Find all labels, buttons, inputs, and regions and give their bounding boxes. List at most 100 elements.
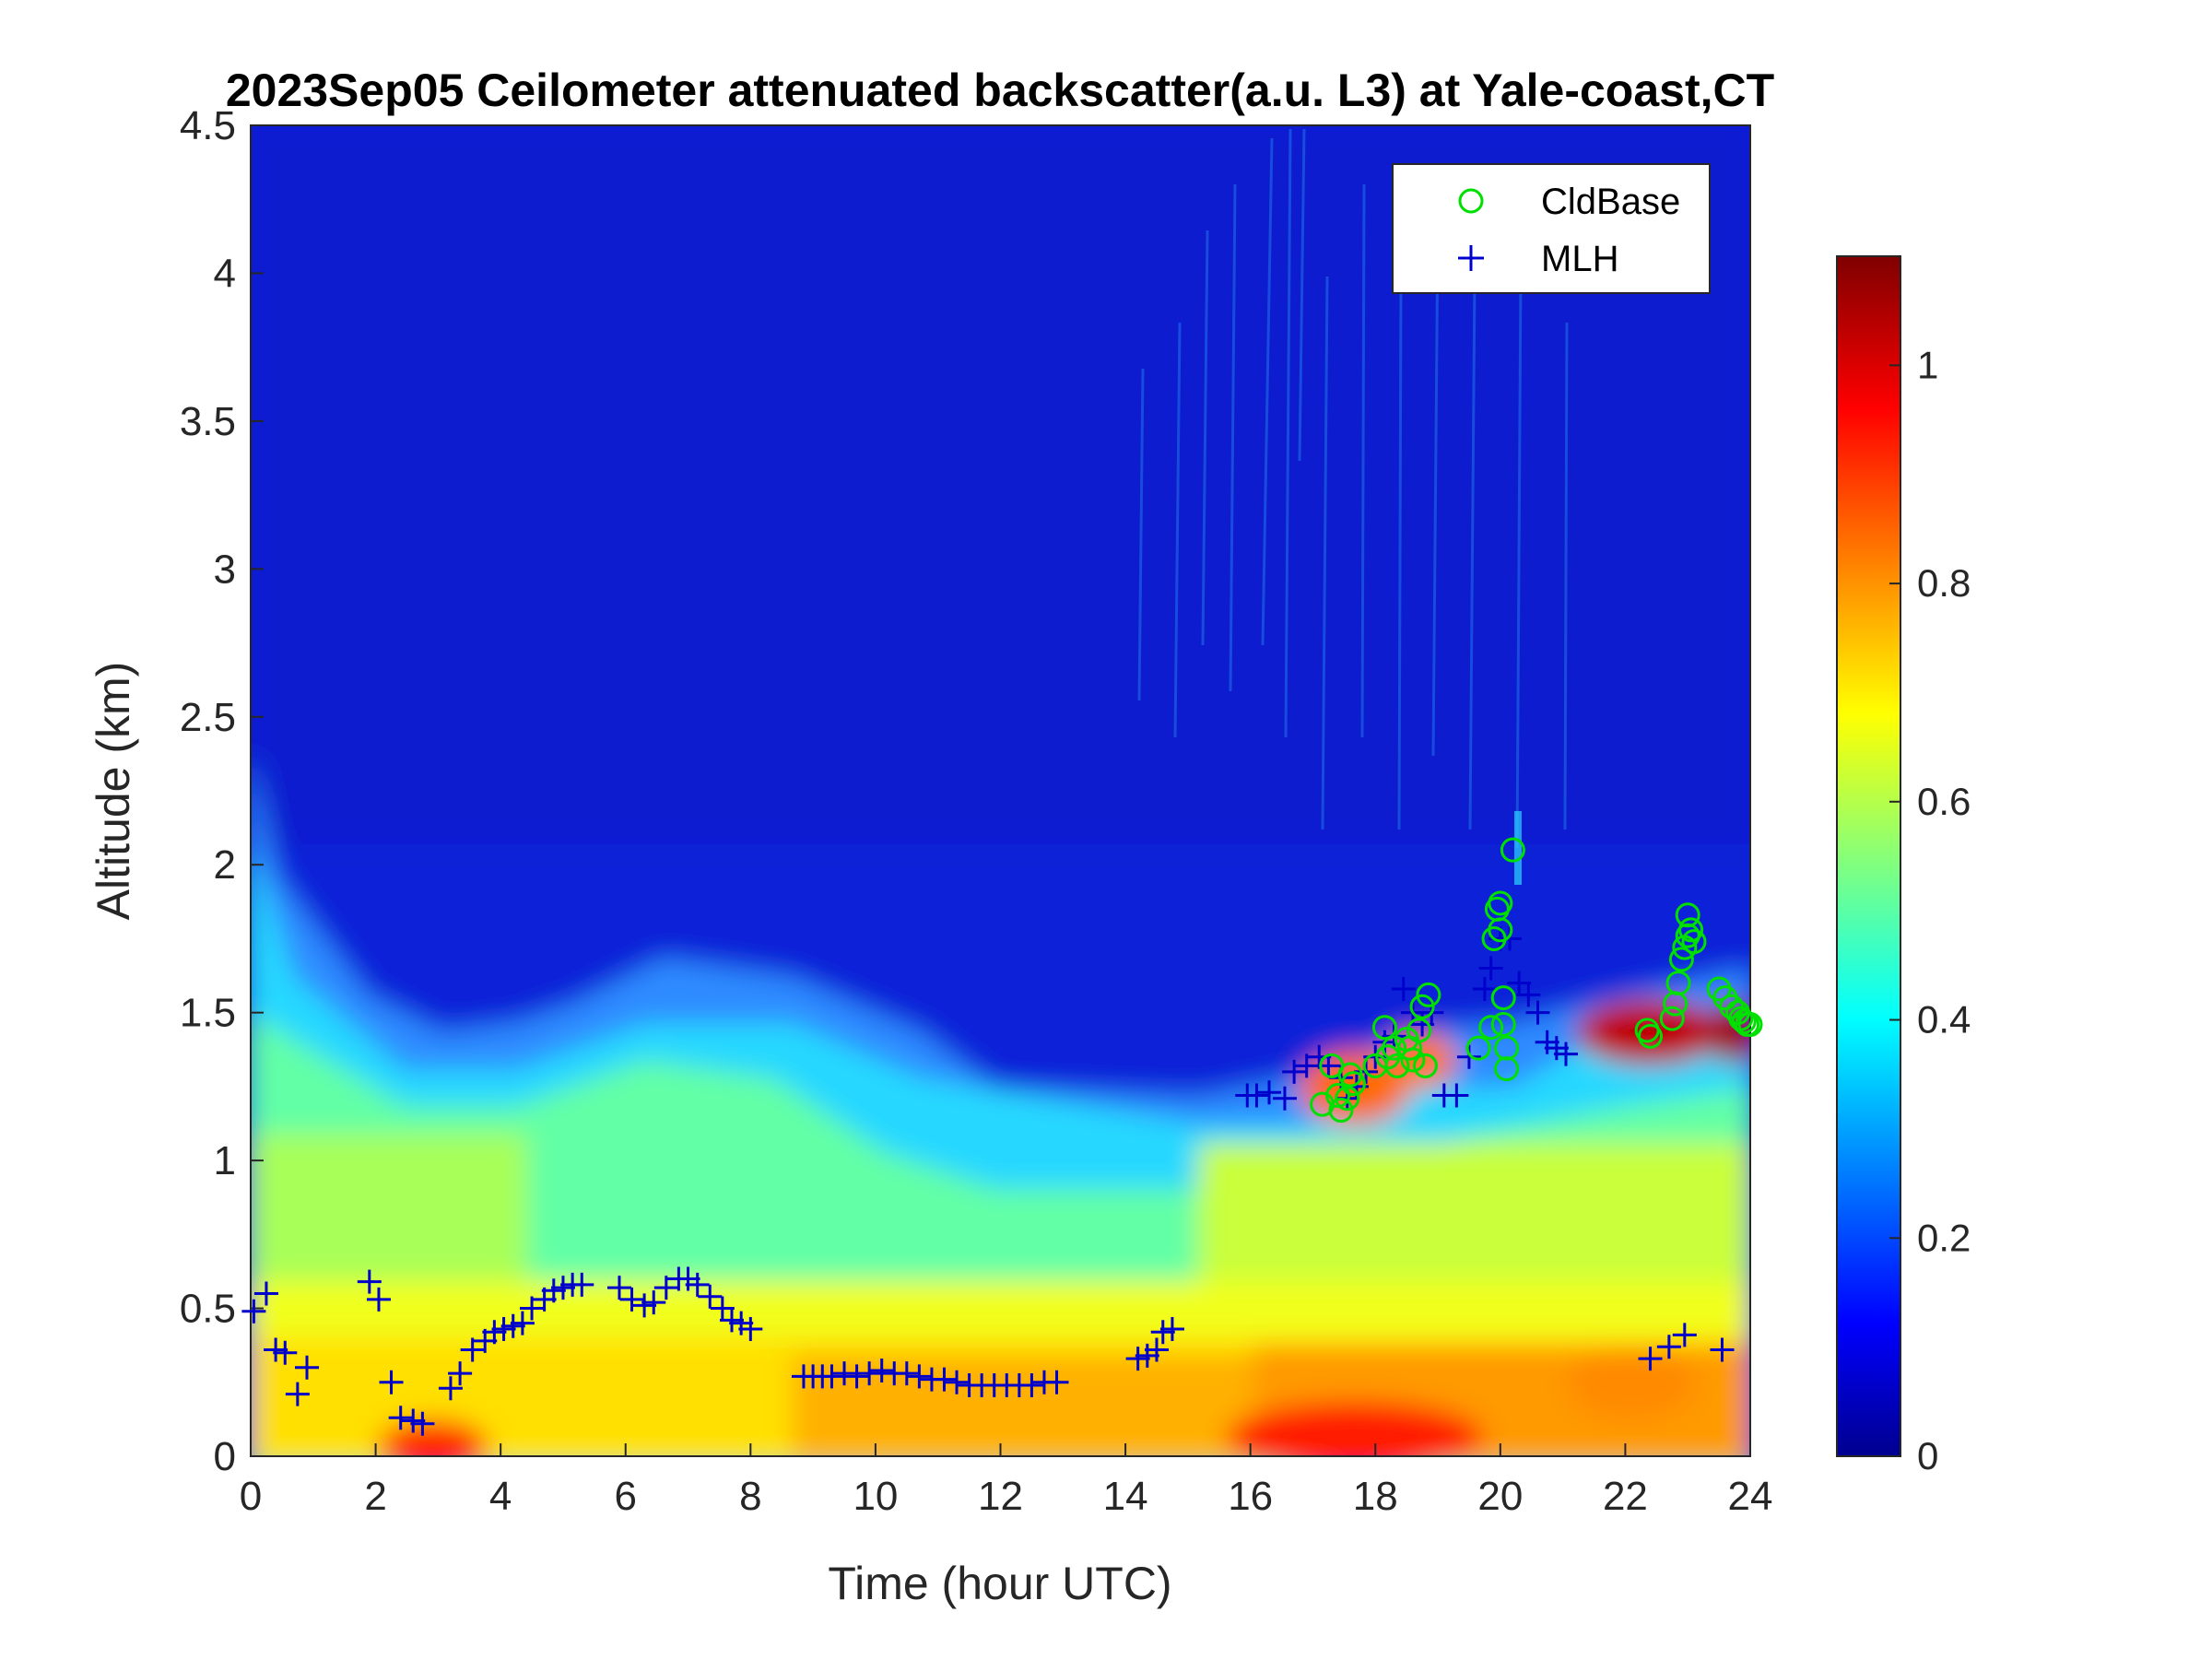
mlh-point bbox=[1638, 1347, 1663, 1371]
x-tick-label: 10 bbox=[853, 1474, 898, 1519]
mlh-point bbox=[1125, 1347, 1150, 1371]
mlh-point bbox=[570, 1272, 594, 1297]
mlh-point bbox=[641, 1290, 666, 1315]
mlh-point bbox=[685, 1272, 710, 1297]
mlh-point bbox=[264, 1337, 288, 1362]
cldbase-point bbox=[1638, 1023, 1664, 1049]
mlh-point bbox=[676, 1266, 700, 1291]
mlh-point bbox=[460, 1337, 485, 1362]
cldbase-point bbox=[1341, 1071, 1367, 1097]
cldbase-point bbox=[1737, 1012, 1763, 1038]
legend-mlh-label: MLH bbox=[1541, 239, 1618, 279]
mlh-series bbox=[241, 926, 1735, 1436]
y-tick-label: 2 bbox=[214, 842, 236, 888]
mlh-point bbox=[1516, 982, 1541, 1007]
mlh-point bbox=[945, 1370, 970, 1394]
mlh-point bbox=[550, 1276, 575, 1300]
x-tick-label: 18 bbox=[1353, 1474, 1398, 1519]
mlh-point bbox=[510, 1311, 535, 1335]
mlh-point bbox=[1150, 1320, 1175, 1345]
x-axis: 0 2 4 6 8 10 12 14 16 18 20 22 24 bbox=[240, 1443, 1773, 1519]
y-tick-label: 4.5 bbox=[180, 103, 236, 148]
mlh-point bbox=[1135, 1343, 1159, 1368]
y-tick-label: 3 bbox=[214, 547, 236, 592]
colorbar bbox=[1836, 255, 1901, 1457]
legend: CldBase MLH bbox=[1392, 163, 1711, 294]
x-tick-label: 0 bbox=[240, 1474, 262, 1519]
y-tick-label: 0 bbox=[214, 1434, 236, 1479]
x-tick-label: 12 bbox=[978, 1474, 1023, 1519]
mlh-point bbox=[653, 1276, 678, 1300]
mlh-point bbox=[366, 1287, 391, 1312]
cldbase-point bbox=[1406, 1018, 1432, 1043]
cldbase-point bbox=[1478, 1015, 1504, 1041]
colorbar-tick-label: 0.2 bbox=[1917, 1216, 1971, 1259]
mlh-point bbox=[1710, 1337, 1735, 1362]
mlh-point bbox=[285, 1382, 310, 1406]
cldbase-point bbox=[1681, 929, 1707, 955]
cldbase-point bbox=[1384, 1053, 1410, 1078]
cldbase-point bbox=[1494, 1035, 1520, 1061]
mlh-point bbox=[606, 1276, 631, 1300]
cldbase-point bbox=[1494, 1056, 1520, 1082]
mlh-point bbox=[1444, 1083, 1469, 1108]
mlh-point bbox=[388, 1406, 413, 1430]
cldbase-point bbox=[1659, 1006, 1685, 1031]
mlh-point bbox=[401, 1408, 426, 1433]
cldbase-point bbox=[1675, 902, 1700, 928]
mlh-point bbox=[491, 1317, 516, 1342]
mlh-point bbox=[1257, 1080, 1281, 1105]
mlh-point bbox=[379, 1370, 404, 1394]
cldbase-point bbox=[1371, 1015, 1397, 1041]
cldbase-series bbox=[1310, 837, 1763, 1124]
mlh-point bbox=[1472, 977, 1497, 1001]
x-tick-label: 20 bbox=[1477, 1474, 1523, 1519]
mlh-point bbox=[500, 1313, 525, 1338]
mlh-point bbox=[438, 1376, 463, 1401]
colorbar-tick-label: 1 bbox=[1917, 343, 1938, 386]
x-axis-label: Time (hour UTC) bbox=[828, 1558, 1171, 1609]
cldbase-point bbox=[1665, 971, 1691, 996]
cldbase-point bbox=[1382, 1035, 1407, 1061]
mlh-point bbox=[1672, 1323, 1697, 1347]
y-tick-label: 3.5 bbox=[180, 399, 236, 444]
y-axis: 0 0.5 1 1.5 2 2.5 3 3.5 4 4.5 bbox=[180, 103, 264, 1479]
y-tick-label: 0.5 bbox=[180, 1287, 236, 1332]
x-tick-label: 24 bbox=[1728, 1474, 1773, 1519]
cldbase-point bbox=[1668, 947, 1694, 972]
mlh-point bbox=[1294, 1053, 1319, 1078]
mlh-point bbox=[894, 1361, 919, 1386]
x-tick-label: 6 bbox=[615, 1474, 637, 1519]
mlh-point bbox=[932, 1367, 957, 1392]
cldbase-point bbox=[1412, 1053, 1438, 1078]
mlh-point bbox=[698, 1284, 723, 1309]
x-tick-label: 2 bbox=[364, 1474, 386, 1519]
mlh-point bbox=[710, 1296, 735, 1321]
y-tick-label: 2.5 bbox=[180, 695, 236, 740]
mlh-point bbox=[253, 1281, 278, 1306]
mlh-point bbox=[1656, 1335, 1681, 1359]
legend-cldbase-label: CldBase bbox=[1541, 182, 1680, 222]
mlh-point bbox=[1498, 926, 1522, 951]
mlh-point bbox=[619, 1287, 644, 1312]
mlh-point bbox=[482, 1320, 507, 1345]
mlh-point bbox=[1525, 1000, 1550, 1025]
x-tick-label: 4 bbox=[489, 1474, 512, 1519]
mlh-point bbox=[1272, 1086, 1297, 1111]
mlh-point bbox=[541, 1278, 566, 1303]
mlh-point bbox=[410, 1411, 435, 1436]
mlh-point bbox=[448, 1361, 473, 1386]
mlh-point bbox=[1507, 971, 1532, 995]
mlh-point bbox=[520, 1296, 545, 1321]
x-tick-label: 22 bbox=[1603, 1474, 1648, 1519]
colorbar-ticks: 0 0.2 0.4 0.6 0.8 1 bbox=[1889, 343, 1971, 1477]
chart-title: 2023Sep05 Ceilometer attenuated backscat… bbox=[226, 65, 1774, 116]
mlh-point bbox=[857, 1361, 882, 1386]
colorbar-tick-label: 0.8 bbox=[1917, 561, 1971, 605]
mlh-point bbox=[1159, 1317, 1184, 1342]
cldbase-point bbox=[1416, 982, 1441, 1007]
mlh-point bbox=[1282, 1059, 1307, 1084]
mlh-point bbox=[719, 1308, 744, 1333]
cldbase-point bbox=[1490, 985, 1516, 1011]
cldbase-point bbox=[1465, 1035, 1491, 1061]
